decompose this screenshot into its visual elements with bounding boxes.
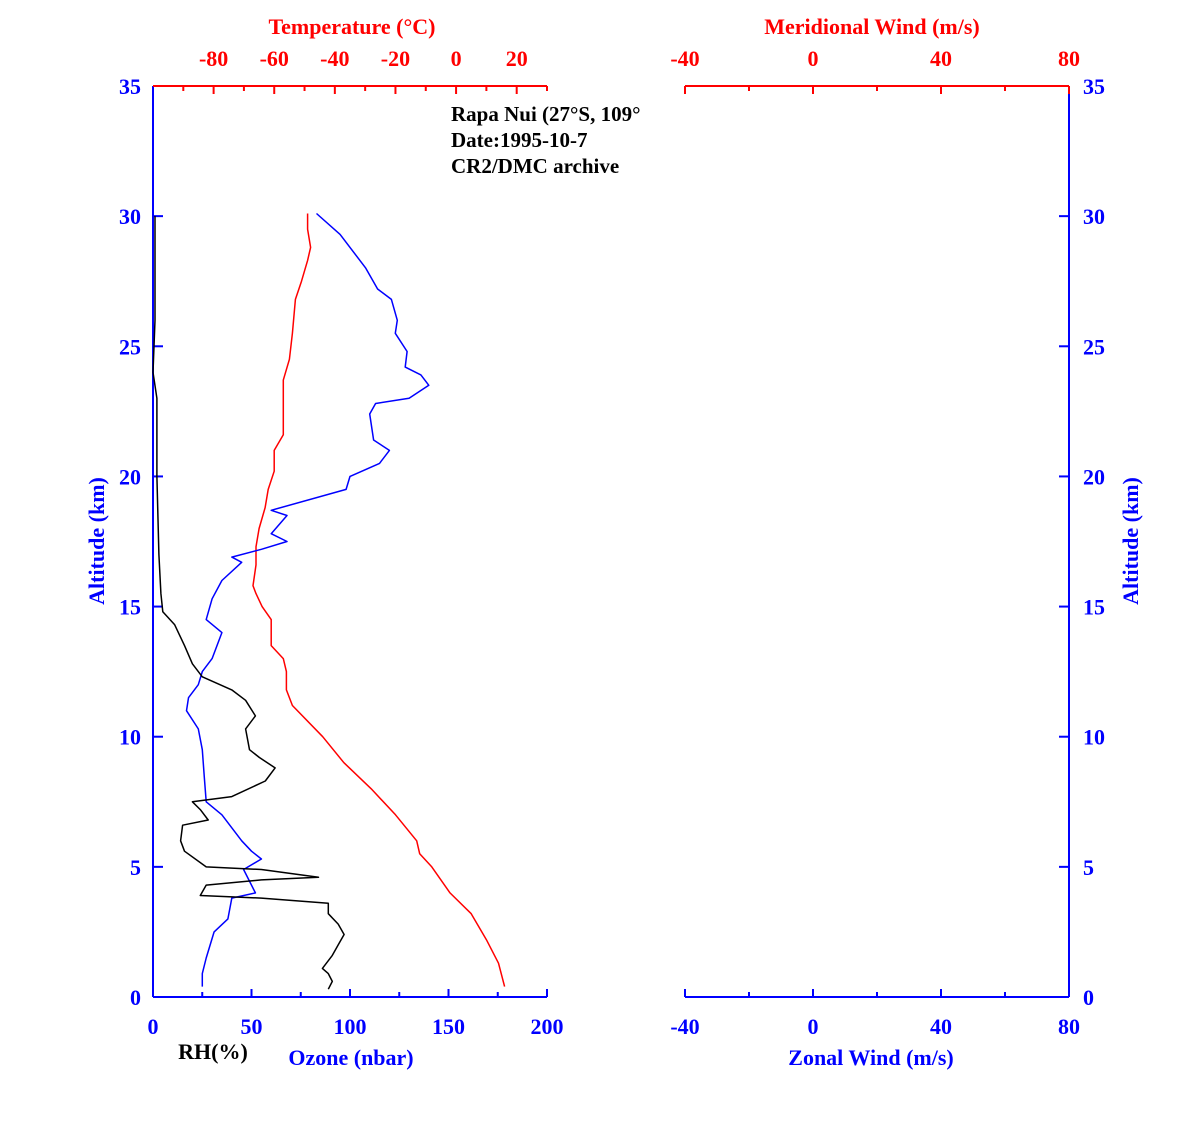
right-y-tick-label: 15	[1083, 595, 1105, 620]
left-y-tick-label: 35	[119, 74, 141, 99]
ozone-x-tick-label: 50	[241, 1014, 263, 1039]
zonal-wind-axis-title: Zonal Wind (m/s)	[788, 1045, 953, 1070]
zonal-wind-x-tick-label: 80	[1058, 1014, 1080, 1039]
right-y-tick-label: 30	[1083, 204, 1105, 229]
right-y-tick-label: 35	[1083, 74, 1105, 99]
left-y-tick-label: 25	[119, 334, 141, 359]
meridional-wind-axis-title: Meridional Wind (m/s)	[764, 14, 980, 39]
station-label: Rapa Nui (27°S, 109°	[451, 102, 641, 126]
altitude-axis-title-left: Altitude (km)	[84, 477, 109, 605]
right-y-tick-label: 25	[1083, 334, 1105, 359]
date-label: Date:1995-10-7	[451, 128, 587, 152]
left-y-tick-label: 20	[119, 464, 141, 489]
archive-label: CR2/DMC archive	[451, 154, 619, 178]
ozone-x-tick-label: 150	[432, 1014, 465, 1039]
temperature-x-tick-label: 0	[451, 46, 462, 71]
altitude-axis-title-right: Altitude (km)	[1118, 477, 1143, 605]
ozone-profile-line	[185, 212, 430, 987]
temperature-x-tick-label: -80	[199, 46, 228, 71]
ozone-axis-title: Ozone (nbar)	[288, 1045, 413, 1070]
right-y-tick-label: 10	[1083, 725, 1105, 750]
meridional-wind-x-tick-label: 0	[808, 46, 819, 71]
temperature-x-tick-label: -20	[381, 46, 410, 71]
left-y-tick-label: 10	[119, 725, 141, 750]
right-y-tick-label: 5	[1083, 855, 1094, 880]
zonal-wind-x-tick-label: -40	[670, 1014, 699, 1039]
meridional-wind-x-tick-label: -40	[670, 46, 699, 71]
zonal-wind-x-tick-label: 0	[808, 1014, 819, 1039]
rh-profile-line	[152, 216, 345, 990]
ozone-x-tick-label: 200	[531, 1014, 564, 1039]
zonal-wind-x-tick-label: 40	[930, 1014, 952, 1039]
meridional-wind-x-tick-label: 40	[930, 46, 952, 71]
series-layer	[152, 212, 506, 990]
right-y-tick-label: 20	[1083, 464, 1105, 489]
temperature-x-tick-label: -60	[260, 46, 289, 71]
temperature-x-tick-label: 20	[506, 46, 528, 71]
ozone-x-tick-label: 0	[148, 1014, 159, 1039]
left-y-tick-label: 15	[119, 595, 141, 620]
left-y-tick-label: 5	[130, 855, 141, 880]
left-y-tick-label: 30	[119, 204, 141, 229]
right-y-tick-label: 0	[1083, 985, 1094, 1010]
meridional-wind-x-tick-label: 80	[1058, 46, 1080, 71]
temperature-profile-line	[252, 213, 506, 987]
rh-axis-title: RH(%)	[178, 1039, 248, 1064]
temperature-axis-title: Temperature (°C)	[268, 14, 435, 39]
ozone-x-tick-label: 100	[334, 1014, 367, 1039]
left-y-tick-label: 0	[130, 985, 141, 1010]
temperature-x-tick-label: -40	[320, 46, 349, 71]
